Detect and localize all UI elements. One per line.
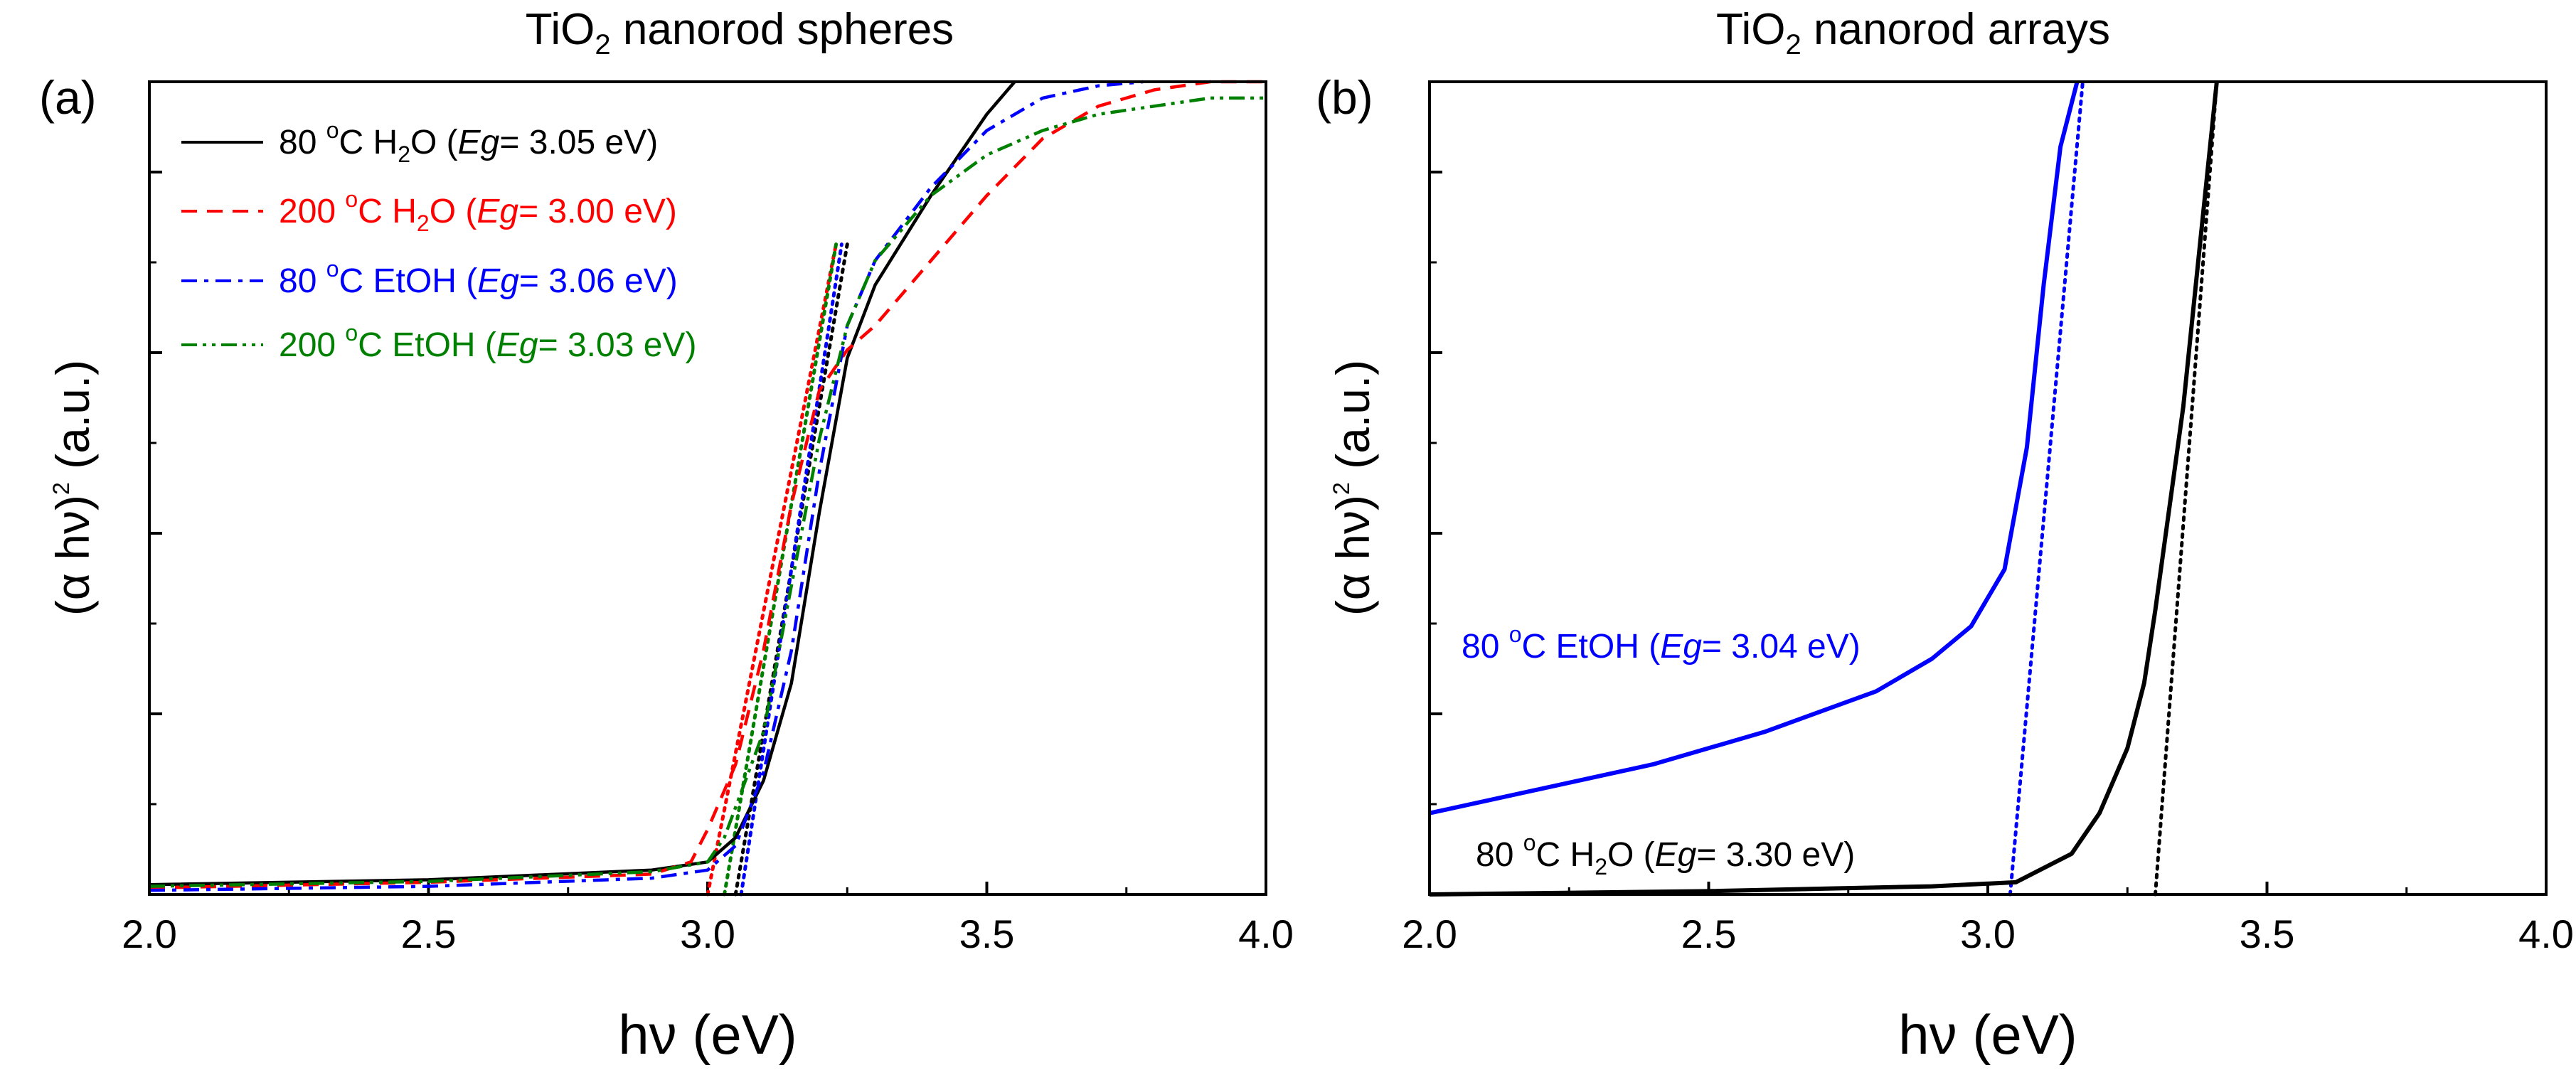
annotation-80C-EtOH: 80 oC EtOH (Eg= 3.04 eV): [1462, 621, 1861, 665]
panel-b-ylabel: (α hν)2 (a.u.): [1326, 360, 1379, 616]
svg-text:200 oC H2O (Eg= 3.00 eV): 200 oC H2O (Eg= 3.00 eV): [279, 186, 677, 236]
tangent-line-1: [706, 242, 839, 897]
x-tick-label: 4.0: [2518, 911, 2574, 956]
panel-b-tangents: [2008, 80, 2219, 897]
x-tick-label: 3.0: [680, 911, 735, 956]
panel-b-label: (b): [1316, 71, 1373, 124]
panel-a-legend: 80 oC H2O (Eg= 3.05 eV) 200 oC H2O (Eg= …: [181, 117, 696, 364]
panel-b-frame: [1428, 80, 2548, 896]
x-tick-label: 3.0: [1960, 911, 2016, 956]
x-tick-label: 3.5: [2240, 911, 2295, 956]
svg-text:80 oC EtOH (Eg= 3.06 eV): 80 oC EtOH (Eg= 3.06 eV): [279, 256, 678, 300]
panel-a-title: TiO2 nanorod spheres: [526, 5, 954, 60]
legend-item-200C-EtOH: 200 oC EtOH (Eg= 3.03 eV): [181, 320, 696, 364]
panel-a-series: [149, 80, 1266, 892]
series-line-1: [1429, 81, 2219, 897]
panel-a-frame: [148, 80, 1267, 896]
series-line-3: [149, 96, 1266, 888]
x-tick-label: 2.0: [122, 911, 177, 956]
x-tick-label: 2.5: [1681, 911, 1737, 956]
annotation-80C-H2O: 80 oC H2O (Eg= 3.30 eV): [1476, 830, 1855, 879]
series-line-0: [149, 80, 1016, 887]
svg-text:80 oC H2O (Eg= 3.05 eV): 80 oC H2O (Eg= 3.05 eV): [279, 117, 658, 167]
series-line-1: [149, 80, 1266, 890]
legend-item-200C-H2O: 200 oC H2O (Eg= 3.00 eV): [181, 186, 677, 236]
x-tick-label: 2.0: [1402, 911, 1457, 956]
panel-b: TiO2 nanorod arrays (b) 2.0 2.5 3.0 3.5 4.0 …: [1316, 5, 2574, 1066]
panel-b-series: [1429, 81, 2219, 897]
panel-b-x-tick-labels: 2.0 2.5 3.0 3.5 4.0: [1402, 911, 2574, 956]
panel-a-ylabel: (α hν)2 (a.u.): [46, 360, 99, 616]
panel-a: TiO2 nanorod spheres (a) 2.0 2.5 3.0 3.5 4.0…: [39, 5, 1294, 1066]
panel-a-x-tick-labels: 2.0 2.5 3.0 3.5 4.0: [122, 911, 1294, 956]
panel-b-title: TiO2 nanorod arrays: [1716, 5, 2110, 60]
series-line-2: [149, 80, 1144, 892]
tangent-line-0: [2008, 80, 2085, 897]
series-line-0: [1429, 81, 2080, 816]
x-tick-label: 2.5: [401, 911, 457, 956]
panel-b-xlabel: hν (eV): [1898, 1003, 2077, 1066]
tangent-line-0: [733, 242, 849, 897]
x-tick-label: 3.5: [959, 911, 1015, 956]
legend-item-80C-EtOH: 80 oC EtOH (Eg= 3.06 eV): [181, 256, 678, 300]
legend-item-80C-H2O: 80 oC H2O (Eg= 3.05 eV): [181, 117, 658, 167]
svg-text:200 oC EtOH (Eg= 3.03 eV): 200 oC EtOH (Eg= 3.03 eV): [279, 320, 696, 364]
x-tick-label: 4.0: [1238, 911, 1294, 956]
tangent-line-1: [2154, 80, 2219, 897]
panel-b-ticks: [1428, 171, 2548, 894]
panel-a-label: (a): [39, 71, 97, 124]
panel-a-xlabel: hν (eV): [618, 1003, 797, 1066]
